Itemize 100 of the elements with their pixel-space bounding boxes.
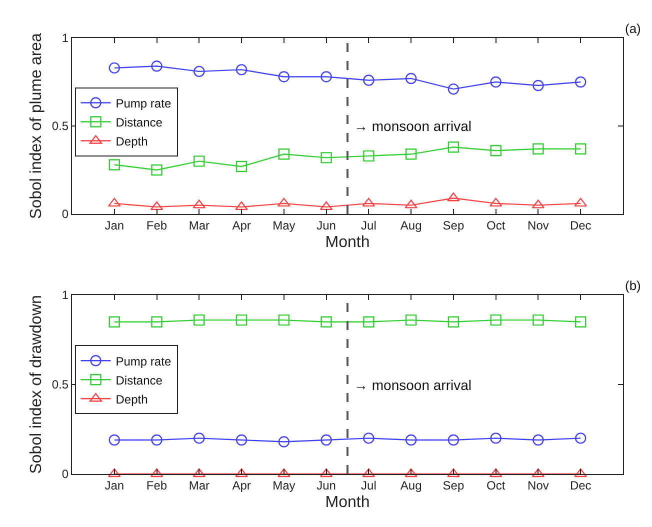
point <box>532 468 545 478</box>
point <box>151 316 162 328</box>
point <box>194 432 205 444</box>
y-tick-label: 1 <box>62 288 69 302</box>
point <box>448 434 460 446</box>
point <box>320 201 333 210</box>
point <box>108 159 120 170</box>
point <box>532 314 544 326</box>
x-tick-label: Jan <box>104 218 124 232</box>
point <box>108 468 121 478</box>
point <box>489 468 502 478</box>
point <box>108 62 120 74</box>
point <box>490 432 502 444</box>
point <box>448 142 460 153</box>
x-tick-label: Mar <box>188 478 210 492</box>
point <box>236 160 248 172</box>
point <box>235 201 248 210</box>
y-tick-label: 0 <box>62 467 69 482</box>
x-tick-label: Jul <box>361 218 376 232</box>
point <box>575 432 586 444</box>
text: (b) <box>625 278 641 293</box>
point <box>574 198 587 207</box>
annotation: → monsoon arrival <box>354 377 472 393</box>
point <box>278 314 290 326</box>
point <box>320 468 333 478</box>
point <box>362 198 376 207</box>
point <box>108 316 120 328</box>
x-tick-label: Sep <box>442 218 464 232</box>
x-tick-label: Jan <box>104 478 124 492</box>
point <box>490 76 502 88</box>
x-tick-label: Jul <box>361 478 376 492</box>
x-tick-label: Oct <box>486 218 506 232</box>
legend-label: Distance <box>116 115 163 130</box>
y-tick-label: 0.5 <box>52 378 69 392</box>
legend-label: Depth <box>116 392 148 406</box>
point <box>448 316 460 328</box>
x-tick-label: Nov <box>528 218 549 232</box>
point <box>447 468 460 478</box>
point <box>532 143 544 154</box>
legend-label: Distance <box>116 373 163 388</box>
y-axis-title: Sobol index of plume area <box>28 32 45 219</box>
x-tick-label: Jun <box>316 478 336 492</box>
text: (a) <box>625 21 641 36</box>
point <box>363 316 374 328</box>
point <box>490 314 502 326</box>
point <box>405 148 417 160</box>
point <box>575 143 586 154</box>
point <box>236 434 248 446</box>
point <box>405 434 417 446</box>
x-tick-label: Mar <box>188 218 210 232</box>
point <box>151 164 162 176</box>
x-tick-label: Dec <box>570 218 592 232</box>
y-tick-label: 1 <box>62 31 69 46</box>
point <box>574 468 587 478</box>
point <box>448 83 460 95</box>
point <box>150 468 164 478</box>
point <box>490 145 502 156</box>
point <box>278 436 290 448</box>
point <box>278 148 290 160</box>
point <box>320 434 332 446</box>
point <box>405 72 417 84</box>
point <box>194 156 205 167</box>
point <box>320 152 332 164</box>
x-tick-label: Apr <box>232 478 251 492</box>
point <box>532 80 544 92</box>
point <box>108 434 120 446</box>
x-tick-label: Jun <box>316 218 336 232</box>
x-tick-label: May <box>272 478 296 492</box>
point <box>362 468 376 478</box>
point <box>151 60 162 72</box>
y-tick-label: 0 <box>62 207 69 222</box>
point <box>320 71 332 82</box>
point <box>404 468 418 478</box>
x-axis-title: Month <box>325 234 370 252</box>
point <box>363 150 374 162</box>
point <box>235 468 248 478</box>
x-tick-label: Sep <box>442 478 464 492</box>
point <box>532 434 544 446</box>
x-tick-label: Aug <box>400 218 422 232</box>
point <box>278 198 290 207</box>
point <box>405 314 417 326</box>
y-tick-label: 0.5 <box>52 119 69 134</box>
x-tick-label: Dec <box>570 478 592 492</box>
point <box>575 316 586 328</box>
point <box>151 434 162 446</box>
x-axis-title: Month <box>325 494 370 512</box>
x-tick-label: Feb <box>146 218 168 232</box>
legend-label: Pump rate <box>116 96 172 110</box>
point <box>236 314 248 326</box>
x-tick-label: Feb <box>146 478 168 492</box>
annotation: → monsoon arrival <box>354 118 472 134</box>
x-tick-label: Nov <box>528 478 549 492</box>
x-tick-label: Apr <box>232 218 251 232</box>
point <box>194 66 205 78</box>
point <box>363 74 374 86</box>
x-tick-label: Oct <box>486 478 506 492</box>
x-tick-label: Aug <box>400 478 422 492</box>
point <box>236 64 248 76</box>
y-axis-title: Sobol index of drawdown <box>28 295 45 474</box>
point <box>150 201 164 210</box>
